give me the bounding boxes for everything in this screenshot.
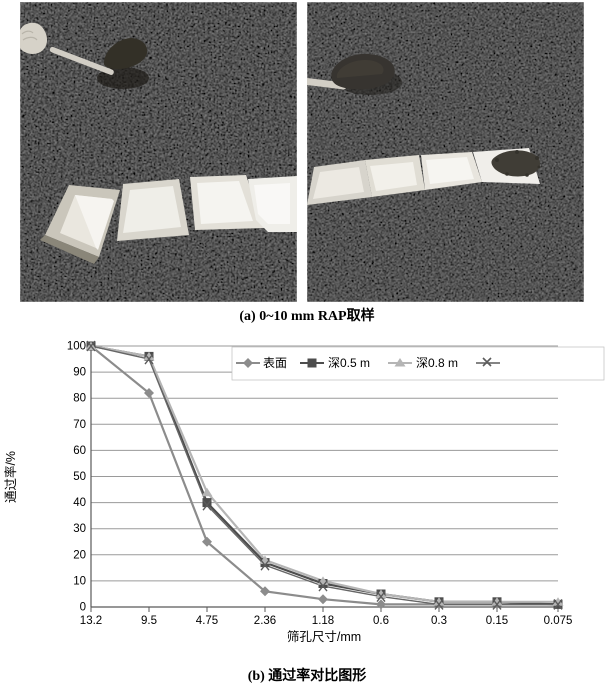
svg-text:0.6: 0.6 — [373, 615, 389, 627]
svg-text:100: 100 — [67, 341, 86, 353]
svg-text:表面: 表面 — [263, 356, 287, 370]
svg-text:通过率/%: 通过率/% — [3, 451, 18, 503]
svg-text:9.5: 9.5 — [141, 615, 157, 627]
svg-text:2.36: 2.36 — [254, 615, 276, 627]
svg-text:20: 20 — [73, 549, 86, 561]
svg-text:80: 80 — [73, 393, 86, 405]
svg-text:30: 30 — [73, 523, 86, 535]
svg-text:90: 90 — [73, 367, 86, 379]
svg-text:1.18: 1.18 — [312, 615, 334, 627]
svg-text:70: 70 — [73, 419, 86, 431]
svg-text:50: 50 — [73, 471, 86, 483]
svg-text:60: 60 — [73, 445, 86, 457]
svg-text:筛孔尺寸/mm: 筛孔尺寸/mm — [287, 629, 361, 644]
svg-text:0.075: 0.075 — [544, 615, 573, 627]
svg-text:10: 10 — [73, 575, 86, 587]
svg-text:深0.5 m: 深0.5 m — [328, 356, 370, 370]
svg-text:深0.8 m: 深0.8 m — [416, 356, 458, 370]
svg-text:40: 40 — [73, 497, 86, 509]
svg-text:0.15: 0.15 — [486, 615, 508, 627]
svg-text:13.2: 13.2 — [80, 615, 102, 627]
svg-text:0: 0 — [80, 602, 86, 614]
svg-text:4.75: 4.75 — [196, 615, 218, 627]
svg-text:0.3: 0.3 — [431, 615, 447, 627]
